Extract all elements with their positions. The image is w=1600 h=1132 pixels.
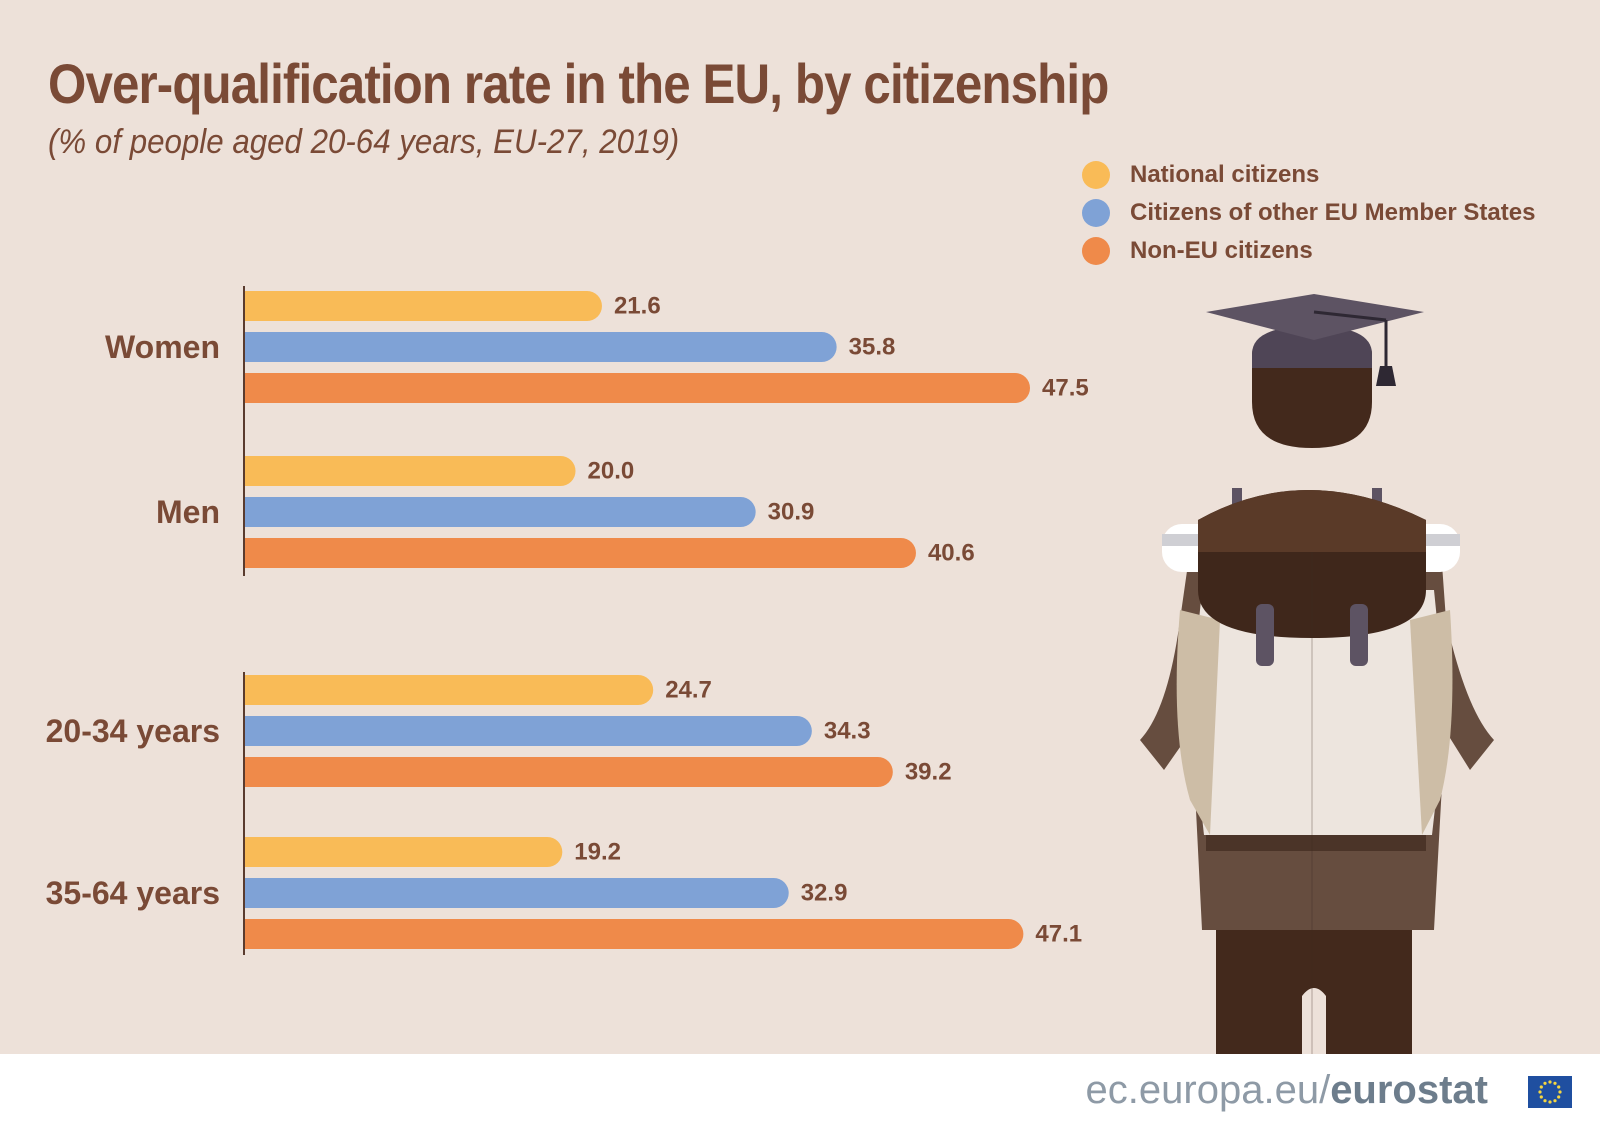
- footer: ec.europa.eu/eurostat: [0, 1054, 1600, 1132]
- category-label: Men: [156, 494, 220, 530]
- bar: [245, 497, 756, 527]
- data-label: 34.3: [824, 718, 871, 745]
- source-url: ec.europa.eu/eurostat: [1086, 1062, 1488, 1118]
- bar: [245, 837, 563, 867]
- bar: [245, 716, 812, 746]
- bar-left-edge: [245, 675, 275, 705]
- bar-chart: Women 21.6 35.8 47.5 Men 20.0 30.9 40.6 20-34 ye…: [46, 286, 1089, 955]
- bar: [245, 878, 789, 908]
- bar-left-edge: [245, 332, 275, 362]
- data-label: 40.6: [928, 540, 975, 567]
- bar-left-edge: [245, 291, 275, 321]
- data-label: 39.2: [905, 759, 952, 786]
- legend-item: National citizens: [1082, 156, 1535, 194]
- bar-left-edge: [245, 837, 275, 867]
- bar-left-edge: [245, 373, 275, 403]
- data-label: 30.9: [768, 499, 815, 526]
- legend-swatch: [1082, 199, 1110, 227]
- bar: [245, 373, 1030, 403]
- legend-swatch: [1082, 237, 1110, 265]
- bar-left-edge: [245, 456, 275, 486]
- bar: [245, 919, 1024, 949]
- category-label: 35-64 years: [46, 875, 220, 911]
- graduate-illustration: [1140, 290, 1540, 1059]
- bar: [245, 332, 837, 362]
- data-label: 19.2: [574, 839, 621, 866]
- data-label: 20.0: [588, 458, 635, 485]
- legend-label: Non-EU citizens: [1130, 237, 1313, 264]
- bar: [245, 538, 916, 568]
- bar: [245, 291, 602, 321]
- bar-left-edge: [245, 538, 275, 568]
- chart-title: Over-qualification rate in the EU, by ci…: [48, 52, 1109, 115]
- chart-subtitle: (% of people aged 20-64 years, EU-27, 20…: [48, 123, 680, 161]
- legend-label: National citizens: [1130, 161, 1320, 188]
- source-domain: ec.europa.eu/: [1085, 1068, 1331, 1112]
- chart-header: Over-qualification rate in the EU, by ci…: [48, 48, 1109, 162]
- legend-label: Citizens of other EU Member States: [1130, 199, 1536, 226]
- bar-left-edge: [245, 757, 275, 787]
- data-label: 32.9: [801, 880, 848, 907]
- legend-swatch: [1082, 161, 1110, 189]
- data-label: 47.1: [1035, 921, 1082, 948]
- bar-left-edge: [245, 716, 275, 746]
- source-brand: eurostat: [1330, 1068, 1488, 1112]
- data-label: 24.7: [665, 677, 712, 704]
- legend-item: Citizens of other EU Member States: [1082, 194, 1535, 232]
- legend-item: Non-EU citizens: [1082, 232, 1535, 270]
- bar-left-edge: [245, 919, 275, 949]
- data-label: 35.8: [849, 334, 896, 361]
- bar: [245, 757, 893, 787]
- bar-left-edge: [245, 878, 275, 908]
- bar: [245, 456, 576, 486]
- graduate-figure-icon: [1140, 294, 1494, 1054]
- category-label: 20-34 years: [46, 713, 220, 749]
- category-label: Women: [105, 329, 220, 365]
- bar-left-edge: [245, 497, 275, 527]
- chart-legend: National citizens Citizens of other EU Me…: [1082, 156, 1535, 270]
- eu-flag-icon: [1528, 1076, 1572, 1108]
- data-label: 21.6: [614, 293, 661, 320]
- bar: [245, 675, 654, 705]
- data-label: 47.5: [1042, 375, 1089, 402]
